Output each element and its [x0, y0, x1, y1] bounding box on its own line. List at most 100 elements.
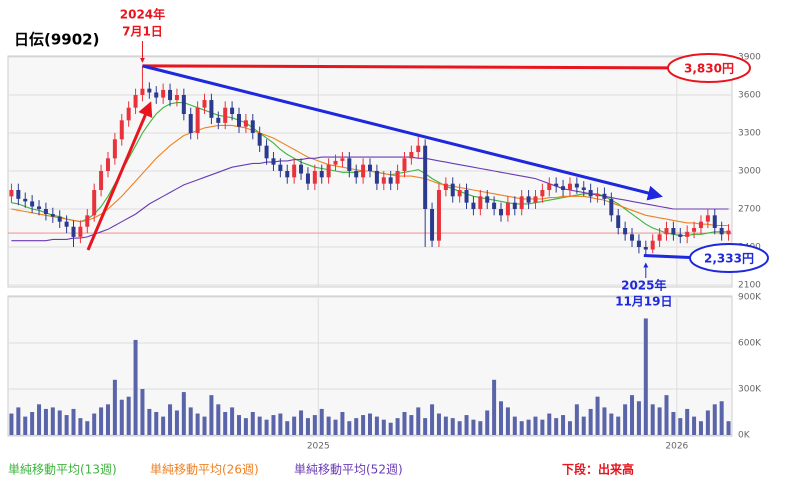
candle-body: [278, 164, 283, 171]
volume-bar: [471, 419, 476, 435]
candle-body: [554, 183, 559, 187]
candle-body: [505, 202, 510, 216]
candle-body: [540, 190, 545, 197]
candle-body: [181, 95, 186, 114]
volume-bar: [436, 413, 441, 435]
candle-body: [202, 100, 207, 108]
volume-bar: [423, 418, 428, 435]
candle-body: [23, 198, 28, 202]
candle-body: [174, 95, 179, 101]
volume-bar: [457, 421, 462, 435]
volume-bar: [540, 419, 545, 435]
candle-body: [30, 201, 35, 207]
volume-bar: [416, 407, 421, 435]
candle-body: [195, 107, 200, 133]
candle-body: [616, 215, 621, 228]
candle-body: [119, 120, 124, 140]
candle-body: [416, 145, 421, 152]
candle-body: [471, 202, 476, 209]
candle-body: [636, 240, 641, 247]
candle-body: [581, 187, 586, 190]
volume-bar: [105, 404, 110, 435]
volume-bar: [195, 413, 200, 435]
volume-bar: [347, 421, 352, 435]
volume-bar: [719, 401, 724, 435]
candle-body: [457, 190, 462, 197]
volume-bar: [443, 416, 448, 435]
volume-bar: [602, 407, 607, 435]
volume-bar: [126, 396, 131, 435]
annotation-date: 2025年: [621, 278, 666, 293]
y-tick-label: 3300: [738, 129, 761, 139]
candle-body: [85, 215, 90, 227]
volume-bar: [326, 416, 331, 435]
candle-body: [16, 190, 21, 199]
volume-bar: [657, 407, 662, 435]
candle-body: [50, 214, 55, 217]
volume-bar: [388, 422, 393, 435]
volume-bar: [519, 421, 524, 435]
candle-body: [216, 117, 221, 123]
volume-bar: [567, 421, 572, 435]
volume-bar: [271, 415, 276, 435]
volume-bar: [402, 412, 407, 435]
candle-body: [154, 92, 159, 98]
x-tick-label: 2026: [665, 442, 688, 452]
volume-bar: [630, 395, 635, 435]
volume-bar: [292, 416, 297, 435]
volume-bar: [92, 413, 97, 435]
volume-bar: [37, 404, 42, 435]
volume-bar: [30, 412, 35, 435]
volume-bar: [43, 408, 48, 435]
volume-bar: [685, 408, 690, 435]
volume-bar: [554, 418, 559, 435]
candle-body: [57, 216, 62, 222]
candle-body: [271, 158, 276, 165]
volume-bar: [99, 407, 104, 435]
volume-bar: [588, 408, 593, 435]
y-tick-label: 3600: [738, 91, 761, 101]
volume-bar: [78, 418, 83, 435]
candle-body: [319, 171, 324, 178]
annotation-date: 2024年: [120, 7, 165, 22]
candle-body: [650, 240, 655, 250]
candle-body: [671, 228, 676, 235]
candle-body: [305, 173, 310, 184]
candle-body: [71, 226, 76, 237]
candle-body: [354, 171, 359, 178]
volume-bar: [23, 416, 28, 435]
volume-bar: [71, 408, 76, 435]
candle-body: [726, 230, 731, 235]
candle-body: [574, 183, 579, 188]
volume-bar: [243, 418, 248, 435]
volume-bar: [140, 389, 145, 435]
volume-bar: [574, 404, 579, 435]
volume-bar: [395, 418, 400, 435]
candle-body: [257, 133, 262, 146]
price-callout: [667, 53, 751, 83]
candle-body: [602, 193, 607, 199]
volume-bar: [285, 421, 290, 435]
volume-bar: [154, 412, 159, 435]
volume-bar: [333, 419, 338, 435]
candle-body: [478, 196, 483, 209]
volume-bar: [354, 418, 359, 435]
low-line: [643, 253, 691, 259]
legend-label: 単純移動平均(13週): [8, 463, 117, 477]
volume-bar: [299, 410, 304, 435]
volume-bar: [409, 415, 414, 435]
candle-body: [312, 171, 317, 184]
volume-bar: [181, 392, 186, 435]
volume-bar: [450, 418, 455, 435]
annotation-date: 7月1日: [122, 25, 163, 39]
volume-bar: [650, 404, 655, 435]
volume-bar: [216, 404, 221, 435]
volume-bar: [643, 318, 648, 435]
candle-body: [719, 228, 724, 235]
candle-body: [236, 114, 241, 127]
candle-body: [409, 152, 414, 159]
candle-body: [643, 247, 648, 250]
candle-body: [326, 164, 331, 178]
y-tick-label: 3900: [738, 53, 761, 63]
